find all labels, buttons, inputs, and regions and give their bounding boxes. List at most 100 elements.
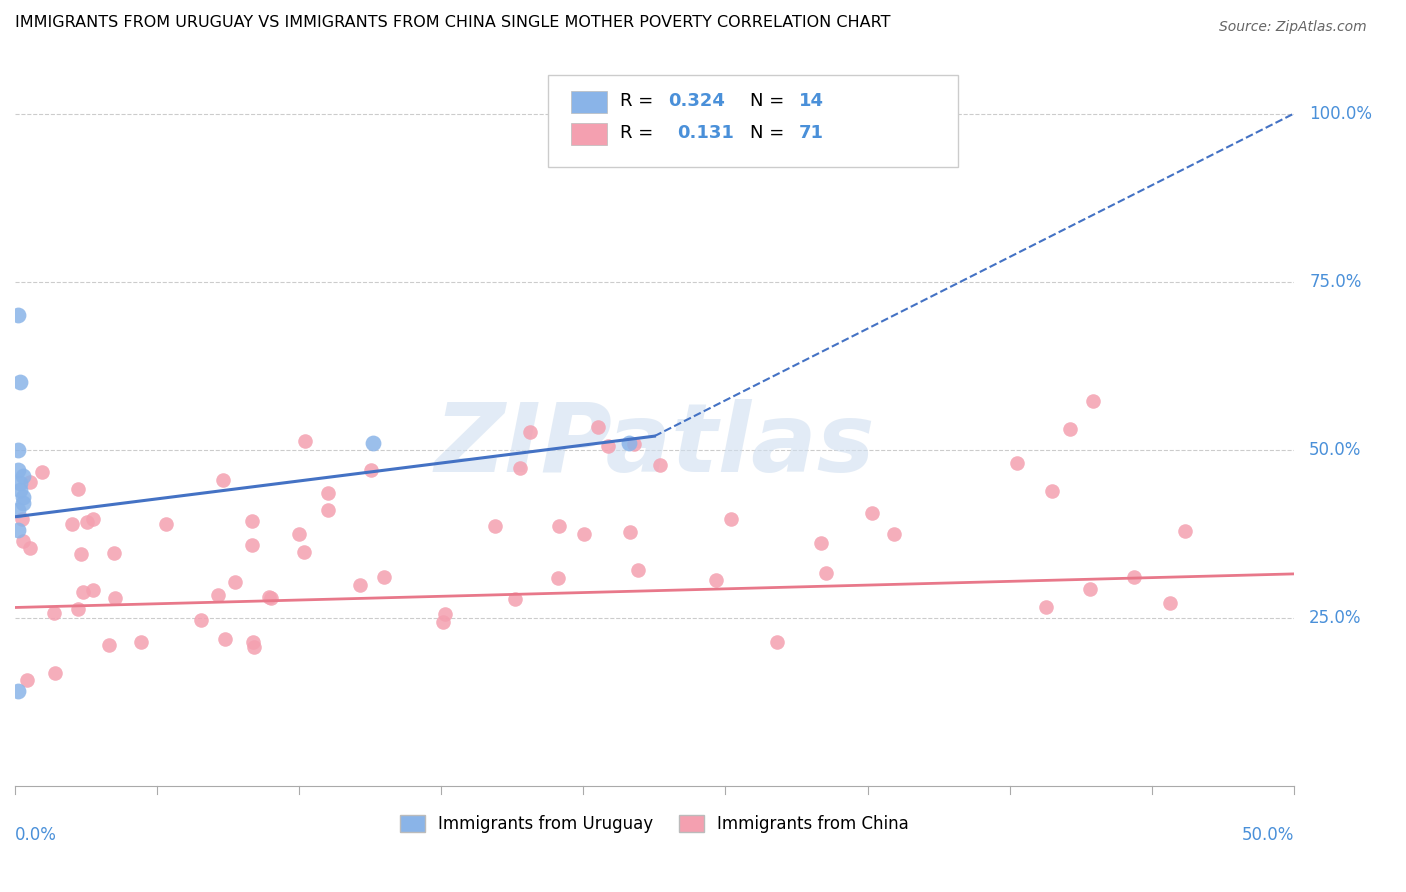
Point [129,634,152,648]
Text: R =: R = [620,124,665,142]
Text: 100.0%: 100.0% [1309,104,1372,122]
Point [44,665,66,680]
Point [316,502,339,516]
Point [190,613,212,627]
Text: N =: N = [751,92,790,110]
Point [155,517,177,532]
Point [547,519,569,533]
Point [433,607,456,621]
Text: IMMIGRANTS FROM URUGUAY VS IMMIGRANTS FROM CHINA SINGLE MOTHER POVERTY CORRELATI: IMMIGRANTS FROM URUGUAY VS IMMIGRANTS FR… [15,15,890,30]
Point [765,635,787,649]
Point [260,591,283,606]
Point [31,465,53,479]
Point [104,591,127,605]
Point [860,506,883,520]
Point [596,439,619,453]
Point [98,638,121,652]
Point [6,503,28,517]
Point [509,460,531,475]
FancyBboxPatch shape [571,122,607,145]
Text: 71: 71 [799,124,824,142]
Point [1080,582,1102,596]
Point [257,591,280,605]
Point [1081,394,1104,409]
Point [6,308,28,322]
Point [82,512,104,526]
Point [10,512,32,526]
Point [815,566,838,580]
Point [20,541,42,555]
Point [619,525,641,540]
Text: 50.0%: 50.0% [1241,826,1294,844]
Point [288,526,311,541]
Point [648,458,671,472]
Point [547,571,569,585]
Point [1007,456,1029,470]
Legend: Immigrants from Uruguay, Immigrants from China: Immigrants from Uruguay, Immigrants from… [394,808,915,840]
Point [6,684,28,698]
Point [572,527,595,541]
Point [1159,596,1181,610]
Point [432,615,454,630]
Point [373,569,395,583]
Point [103,546,125,560]
Point [66,601,89,615]
Point [292,545,315,559]
Point [11,469,34,483]
Point [586,420,609,434]
Text: 50.0%: 50.0% [1309,441,1361,458]
Point [70,547,93,561]
Point [6,442,28,457]
Point [8,476,31,491]
Point [1040,483,1063,498]
Point [76,515,98,529]
Point [349,577,371,591]
Text: 0.0%: 0.0% [15,826,56,844]
Point [8,376,31,390]
Text: R =: R = [620,92,659,110]
Point [18,475,41,489]
Point [72,585,94,599]
Point [243,640,266,655]
Point [1059,422,1081,436]
Point [11,496,34,510]
Point [240,514,263,528]
Point [623,437,645,451]
Point [207,588,229,602]
Point [360,463,382,477]
Point [224,574,246,589]
Point [67,482,90,496]
Point [617,435,640,450]
Point [1122,570,1144,584]
FancyBboxPatch shape [571,91,607,113]
Point [294,434,316,449]
Text: N =: N = [751,124,790,142]
Point [316,486,339,500]
Text: 14: 14 [799,92,824,110]
Point [44,606,66,620]
Point [17,673,39,688]
Point [82,582,104,597]
FancyBboxPatch shape [548,75,957,167]
Point [883,526,905,541]
Point [242,635,264,649]
Point [704,573,727,587]
Point [11,490,34,504]
Point [484,519,506,533]
Point [240,538,263,552]
Point [8,483,31,497]
Point [1035,600,1057,615]
Point [1174,524,1197,538]
Text: 75.0%: 75.0% [1309,273,1361,291]
Point [6,463,28,477]
Point [627,563,650,577]
Text: 0.131: 0.131 [678,124,734,142]
Point [519,425,541,439]
Text: Source: ZipAtlas.com: Source: ZipAtlas.com [1219,20,1367,34]
Point [505,591,527,606]
Point [60,516,83,531]
Point [211,473,233,487]
Text: 0.324: 0.324 [668,92,725,110]
Point [720,512,742,526]
Point [361,435,384,450]
